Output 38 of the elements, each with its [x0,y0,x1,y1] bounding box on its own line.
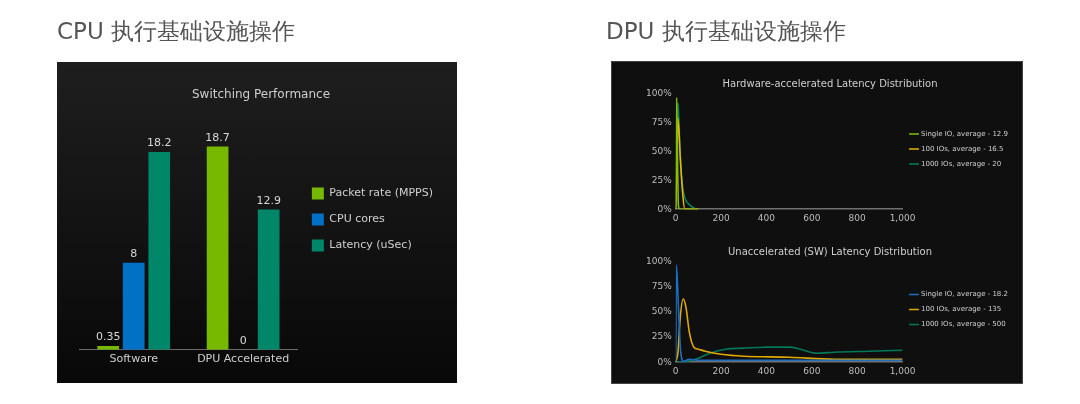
y-tick-label: 50% [651,306,673,317]
x-tick-label: 600 [803,212,821,223]
chart-title: DPU 执行基础设施操作 [606,17,846,46]
x-tick-label: 400 [757,365,776,376]
x-tick-label: 0 [672,212,679,223]
y-tick-label: 75% [651,281,673,292]
x-tick-label: DPU Accelerated [197,352,290,366]
data-label: 18.7 [205,130,230,144]
data-label: 18.2 [147,136,172,150]
data-label: 8 [130,247,138,261]
data-label: 0.35 [95,330,121,344]
x-tick-label: Software [109,352,159,366]
y-tick-label: 25% [651,174,673,185]
data-label: 12.9 [256,193,281,207]
chart-subtitle: Switching Performance [191,87,331,102]
x-tick-label: 800 [848,365,867,376]
y-tick-label: 0% [657,356,673,367]
x-tick-label: 1,000 [889,212,916,223]
y-tick-label: 50% [651,145,673,156]
data-label: 0 [239,334,247,348]
x-tick-label: 400 [757,212,776,223]
x-tick-label: 600 [803,365,821,376]
chart-subtitle: Hardware-accelerated Latency Distribution [722,77,938,89]
chart-title: CPU 执行基础设施操作 [57,17,296,46]
x-tick-label: 1,000 [889,365,916,376]
y-tick-label: 100% [646,88,673,99]
y-tick-label: 75% [651,117,673,128]
legend-label: CPU cores [329,212,386,226]
x-tick-label: 200 [712,212,730,223]
legend-label: Packet rate (MPPS) [329,186,434,200]
y-tick-label: 100% [646,256,673,267]
x-tick-label: 0 [672,365,679,376]
x-tick-label: 200 [712,365,730,376]
x-tick-label: 800 [848,212,867,223]
legend-label: Latency (uSec) [329,238,412,252]
y-tick-label: 25% [651,331,673,342]
y-tick-label: 0% [657,203,673,214]
chart-title: Unaccelerated (SW) Latency Distribution [728,245,932,257]
